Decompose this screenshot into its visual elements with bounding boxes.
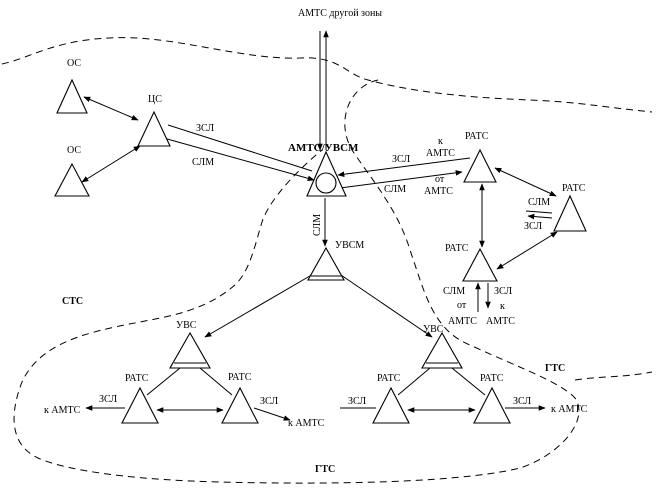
r-k-label: к: [438, 136, 443, 147]
cs-label: ЦС: [148, 94, 162, 105]
link-os1-cs: [83, 96, 139, 121]
node-rats-rl: [372, 386, 410, 424]
rats-lr-label: РАТС: [228, 372, 252, 383]
rl-zsl-label: ЗСЛ: [348, 396, 366, 407]
link-uvsr-ratsrr: [451, 367, 486, 396]
zone-boundary-right-tail: [574, 371, 653, 381]
r2-amts-to-label: АМТС: [486, 316, 515, 327]
out-ratslr-amts: [253, 407, 291, 421]
rats-rr-label: РАТС: [480, 373, 504, 384]
link-rats1-central: [337, 157, 471, 177]
link-cs-central-slm: [159, 136, 315, 182]
rats-ll-label: РАТС: [125, 373, 149, 384]
lr-kamts-label: к АМТС: [288, 418, 325, 429]
node-central-circle: [315, 172, 337, 194]
link-uvsl-ratsll: [146, 367, 181, 396]
zone-boundary-city: [13, 79, 580, 484]
rats-r2-label: РАТС: [445, 243, 469, 254]
rr-zsl-label: ЗСЛ: [513, 396, 531, 407]
stub-rats3-slm: [525, 210, 553, 214]
link-uvsl-ratslr: [199, 367, 233, 396]
rats-r3-label: РАТС: [562, 183, 586, 194]
zone-gtc-bottom-label: ГТС: [315, 464, 335, 475]
link-central-rats1: [339, 170, 463, 189]
link-uvsm-uvsr: [337, 272, 433, 338]
link-cs-central-zsl: [167, 124, 313, 172]
node-uvs-right: [421, 331, 463, 369]
r2-k-label: к: [500, 301, 505, 312]
link-rats3-rats2: [496, 231, 558, 270]
link-uvsm-uvsl: [204, 272, 316, 338]
zone-boundary-upper: [1, 37, 653, 113]
cs-zsl-label: ЗСЛ: [196, 123, 214, 134]
node-rats-r1: [463, 148, 497, 183]
r2-ot-label: от: [457, 300, 467, 311]
node-os-1: [56, 78, 88, 114]
node-rats-rr: [473, 386, 511, 424]
r2-zsl-label: ЗСЛ: [494, 286, 512, 297]
r-amts-from-label: АМТС: [424, 186, 453, 197]
r-zsl-label: ЗСЛ: [392, 154, 410, 165]
cs-slm-label: СЛМ: [192, 157, 214, 168]
node-uvs-left: [169, 331, 211, 369]
rr-kamts-label: к АМТС: [551, 404, 588, 415]
node-rats-r3: [553, 194, 587, 232]
node-rats-ll: [121, 386, 159, 424]
node-uvsm: [307, 246, 345, 281]
uvs-left-label: УВС: [176, 320, 197, 331]
uvsm-label: УВСМ: [335, 240, 364, 251]
r2-amts-from-label: АМТС: [448, 316, 477, 327]
r3-slm-label: СЛМ: [528, 197, 550, 208]
rats-r1-label: РАТС: [465, 131, 489, 142]
r2-slm-label: СЛМ: [443, 286, 465, 297]
vertical-slm-label: СЛМ: [312, 214, 323, 236]
os-2-label: ОС: [67, 145, 81, 156]
r3-zsl-label: ЗСЛ: [524, 221, 542, 232]
zone-stc-label: СТС: [62, 296, 83, 307]
lr-zsl-label: ЗСЛ: [260, 396, 278, 407]
link-uvsr-ratsrl: [397, 367, 431, 396]
ll-zsl-label: ЗСЛ: [99, 394, 117, 405]
central-node-label: АМТС/УВСМ: [288, 142, 359, 154]
r-ot-label: от: [435, 174, 445, 185]
node-rats-lr: [221, 386, 259, 424]
ll-kamts-label: к АМТС: [44, 405, 81, 416]
link-os2-cs: [81, 145, 141, 183]
stub-rats3-zsl: [527, 213, 553, 220]
os-1-label: ОС: [67, 58, 81, 69]
r-slm-label: СЛМ: [384, 184, 406, 195]
rats-rl-label: РАТС: [377, 373, 401, 384]
top-source-label: АМТС другой зоны: [298, 8, 382, 19]
node-cs: [137, 110, 171, 147]
r-amts-to-label: АМТС: [426, 148, 455, 159]
uvs-right-label: УВС: [423, 324, 444, 335]
link-rats1-rats3: [494, 167, 557, 197]
node-rats-r2: [462, 247, 498, 282]
zone-gtc-right-label: ГТС: [545, 363, 565, 374]
node-os-2: [54, 162, 90, 197]
